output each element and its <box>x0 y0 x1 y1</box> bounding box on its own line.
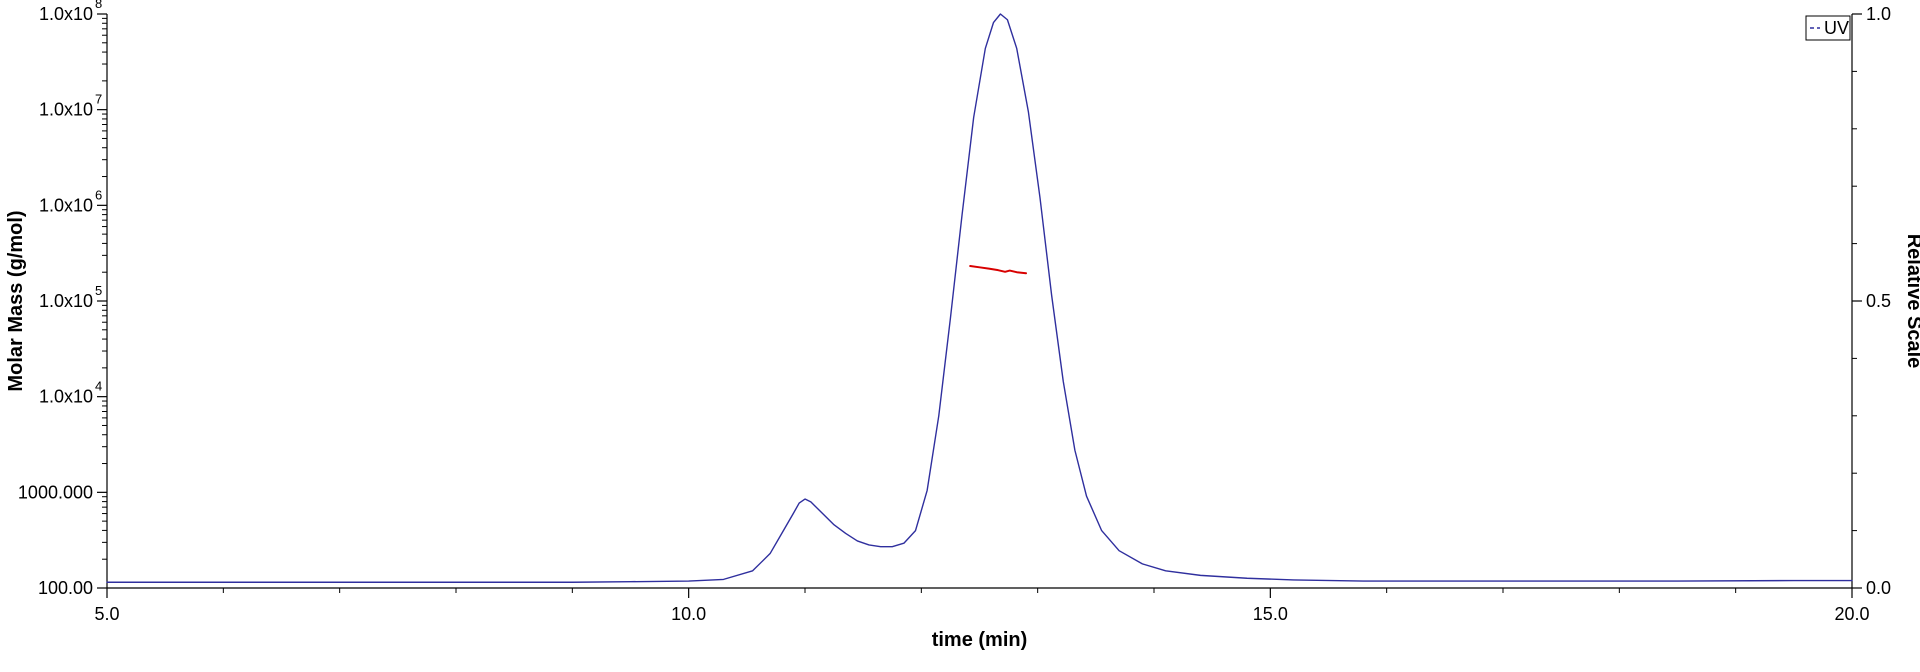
svg-text:1.0x10: 1.0x10 <box>39 100 93 120</box>
svg-text:1.0x10: 1.0x10 <box>39 4 93 24</box>
svg-text:8: 8 <box>95 0 102 11</box>
svg-text:7: 7 <box>95 92 102 107</box>
svg-text:5: 5 <box>95 283 102 298</box>
chart-svg: 5.0 10.0 15.0 20.0 time (min) 100.00 1000.000 1… <box>0 0 1920 672</box>
svg-text:100.00: 100.00 <box>38 578 93 598</box>
svg-text:5.0: 5.0 <box>94 604 119 624</box>
svg-text:15.0: 15.0 <box>1253 604 1288 624</box>
svg-text:6: 6 <box>95 187 102 202</box>
svg-text:10.0: 10.0 <box>671 604 706 624</box>
svg-text:20.0: 20.0 <box>1834 604 1869 624</box>
svg-text:4: 4 <box>95 379 102 394</box>
svg-text:1.0x10: 1.0x10 <box>39 195 93 215</box>
svg-text:1000.000: 1000.000 <box>18 482 93 502</box>
svg-text:1.0: 1.0 <box>1866 4 1891 24</box>
chromatogram-chart: 5.0 10.0 15.0 20.0 time (min) 100.00 1000.000 1… <box>0 0 1920 672</box>
svg-text:Relative Scale: Relative Scale <box>1903 234 1920 369</box>
svg-text:1.0x10: 1.0x10 <box>39 387 93 407</box>
svg-text:Molar Mass (g/mol): Molar Mass (g/mol) <box>5 210 27 391</box>
svg-text:time (min): time (min) <box>932 629 1028 651</box>
svg-text:1.0x10: 1.0x10 <box>39 291 93 311</box>
svg-text:UV: UV <box>1824 18 1849 38</box>
svg-text:0.5: 0.5 <box>1866 291 1891 311</box>
svg-text:0.0: 0.0 <box>1866 578 1891 598</box>
